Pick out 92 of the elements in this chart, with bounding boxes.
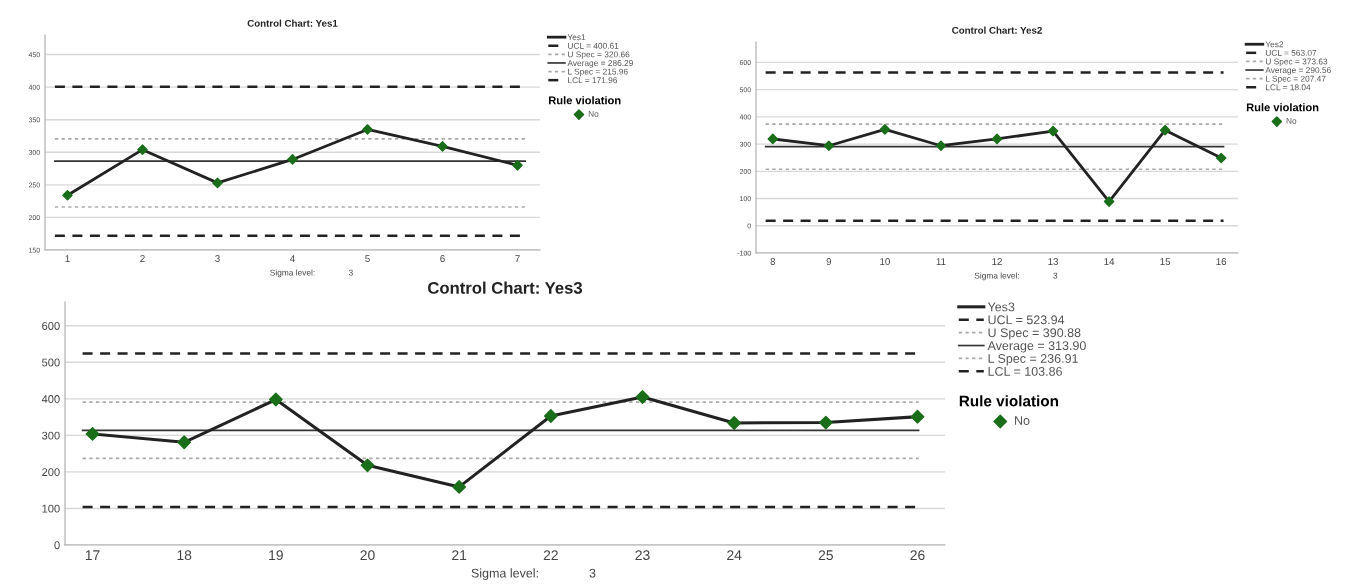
y-tick-label: 500	[42, 358, 60, 367]
x-tick-label: 7	[515, 255, 520, 262]
point	[879, 124, 891, 135]
point	[727, 416, 742, 430]
x-tick-label: 10	[880, 258, 890, 265]
point	[1159, 124, 1171, 136]
point	[543, 409, 558, 423]
x-tick-label: 12	[992, 258, 1002, 265]
point	[1103, 196, 1115, 207]
point	[85, 427, 100, 441]
chart-title: Control Chart: Yes3	[428, 281, 583, 294]
legend-label: Average = 286.29	[567, 60, 633, 68]
legend-label: L Spec = 236.91	[988, 354, 1078, 366]
chart-title: Control Chart: Yes2	[952, 26, 1042, 34]
point	[362, 124, 373, 135]
point	[177, 435, 192, 450]
point	[991, 133, 1003, 145]
legend-title: Rule violation	[549, 96, 621, 105]
y-tick-label: 100	[42, 504, 60, 513]
x-tick-label: 21	[452, 550, 467, 560]
x-tick-label: 22	[543, 550, 558, 560]
legend-label: No	[1286, 118, 1297, 124]
x-tick-label: 15	[1160, 258, 1171, 265]
x-tick-label: 11	[936, 258, 946, 265]
legend-label: UCL = 523.94	[988, 315, 1065, 325]
legend-label: Yes3	[987, 302, 1015, 312]
legend-label: U Spec = 390.88	[988, 328, 1081, 340]
x-tick-label: 17	[85, 550, 100, 560]
x-tick-label: 8	[770, 258, 776, 265]
x-tick-label: 13	[1048, 258, 1059, 265]
point	[452, 479, 467, 494]
x-axis-title: Sigma level:	[974, 272, 1019, 281]
point	[287, 154, 298, 165]
x-tick-label: 1	[65, 255, 70, 262]
point	[212, 177, 223, 189]
point	[635, 390, 650, 404]
x-tick-label: 4	[290, 255, 295, 262]
legend-label: UCL = 563.07	[1265, 49, 1317, 56]
text: 3	[1053, 272, 1058, 279]
x-tick-label: 24	[727, 550, 742, 560]
legend-label: LCL = 18.04	[1266, 84, 1311, 91]
x-tick-label: 18	[177, 550, 192, 561]
point	[360, 458, 375, 473]
y-tick-label: 600	[42, 322, 60, 330]
y-tick-label: 200	[42, 468, 60, 477]
point	[268, 392, 283, 407]
text: 3	[589, 568, 596, 578]
legend-label: L Spec = 207.47	[1266, 75, 1326, 84]
x-tick-label: 25	[818, 550, 833, 561]
x-tick-label: 23	[635, 550, 650, 561]
point	[62, 189, 73, 201]
y-tick-label: 0	[54, 541, 60, 550]
y-tick-label: 400	[41, 395, 60, 403]
legend-label: Average = 313.90	[987, 341, 1086, 353]
x-tick-label: 9	[826, 258, 832, 265]
text: 3	[348, 269, 353, 276]
x-tick-label: 5	[365, 255, 370, 262]
point	[818, 415, 833, 430]
legend-label: LCL = 103.86	[988, 366, 1062, 376]
point	[1215, 152, 1227, 164]
x-axis-title: Sigma level:	[471, 568, 538, 581]
legend-label: LCL = 171.96	[568, 77, 618, 84]
legend-title: Rule violation	[959, 395, 1059, 407]
legend-label: U Spec = 320.66	[568, 51, 630, 59]
x-tick-label: 14	[1104, 258, 1115, 265]
x-tick-label: 6	[440, 255, 445, 262]
legend-label: No	[588, 111, 599, 117]
x-tick-label: 19	[269, 550, 283, 561]
legend-label: Yes1	[567, 34, 586, 41]
x-tick-label: 16	[1216, 258, 1227, 265]
x-tick-label: 3	[215, 255, 220, 262]
chart-title: Control Chart: Yes1	[247, 19, 338, 27]
point	[823, 140, 835, 152]
x-axis-title: Sigma level:	[270, 269, 315, 278]
point	[767, 133, 779, 145]
legend-label: U Spec = 373.63	[1265, 58, 1328, 67]
point	[437, 141, 448, 152]
y-tick-label: 300	[42, 431, 60, 440]
legend-title: Rule violation	[1246, 103, 1319, 112]
point	[137, 144, 148, 155]
legend-label: L Spec = 215.96	[568, 68, 628, 77]
legend-label: Average = 290.56	[1265, 67, 1331, 75]
legend-label: No	[1015, 416, 1030, 425]
point	[1047, 125, 1059, 137]
point	[910, 409, 925, 424]
point	[512, 160, 523, 171]
x-tick-label: 20	[360, 550, 375, 561]
x-tick-label: 26	[910, 550, 925, 561]
x-tick-label: 2	[140, 255, 145, 262]
legend-label: Yes2	[1265, 41, 1284, 48]
point	[935, 140, 947, 152]
legend-label: UCL = 400.61	[568, 42, 619, 49]
